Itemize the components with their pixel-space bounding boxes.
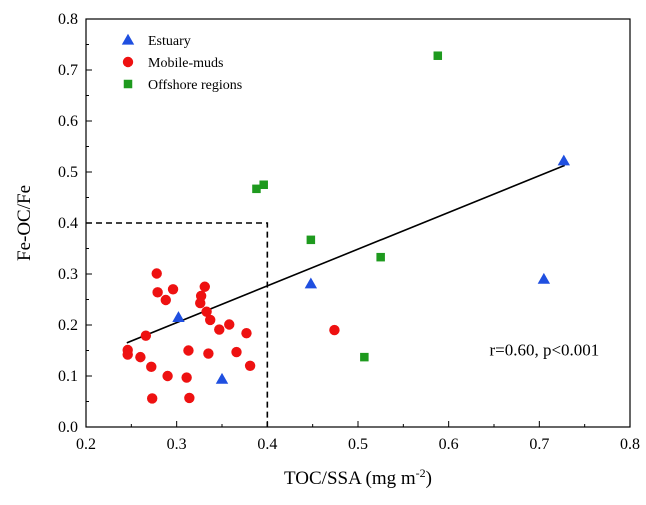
mobile-muds-point xyxy=(162,370,173,382)
legend-marker-mobile-muds xyxy=(122,56,134,68)
offshore-regions-point xyxy=(306,235,316,245)
y-tick-label: 0.7 xyxy=(58,62,78,79)
y-tick-label: 0.0 xyxy=(58,419,78,436)
mobile-muds-point xyxy=(181,372,192,383)
estuary-point xyxy=(537,272,551,284)
dashed-box-line xyxy=(86,222,269,427)
x-tick-label: 0.3 xyxy=(167,436,187,453)
estuary-point xyxy=(304,277,318,289)
mobile-muds-point xyxy=(241,327,252,339)
estuary-point xyxy=(172,311,185,322)
offshore-regions-point xyxy=(252,184,261,194)
offshore-regions-point xyxy=(433,51,443,60)
y-tick-label: 0.3 xyxy=(58,266,78,283)
x-axis-title: TOC/SSA (mg m-2) xyxy=(284,466,432,489)
mobile-muds-point xyxy=(146,393,158,404)
mobile-muds-point xyxy=(146,361,157,373)
x-tick-label: 0.7 xyxy=(529,436,549,453)
y-tick-label: 0.1 xyxy=(58,368,78,385)
legend-label-estuary: Estuary xyxy=(148,34,191,49)
legend-label-offshore-regions: Offshore regions xyxy=(148,78,242,93)
mobile-muds-point xyxy=(224,319,235,330)
y-tick-labels: 0.0 0.1 0.2 0.3 0.4 0.5 0.6 0.7 0.8 xyxy=(58,11,78,436)
axis-ticks xyxy=(85,18,631,428)
x-tick-label: 0.6 xyxy=(439,436,459,453)
mobile-muds-point xyxy=(184,392,195,404)
estuary-point xyxy=(215,372,229,384)
mobile-muds-point xyxy=(199,281,210,292)
mobile-muds-point xyxy=(231,346,242,358)
legend-label-mobile-muds: Mobile-muds xyxy=(148,56,223,71)
offshore-regions-point xyxy=(360,352,369,362)
offshore-regions-point xyxy=(376,252,385,262)
mobile-muds-point xyxy=(151,268,162,279)
mobile-muds-point xyxy=(122,349,133,360)
y-tick-label: 0.5 xyxy=(58,164,78,181)
y-tick-label: 0.8 xyxy=(58,11,78,28)
mobile-muds-point xyxy=(195,290,207,302)
mobile-muds-point xyxy=(167,284,179,295)
mobile-muds-point xyxy=(201,306,212,317)
dashed-box xyxy=(86,222,269,427)
x-tick-label: 0.5 xyxy=(348,436,368,453)
correlation-annotation: r=0.60, p<0.001 xyxy=(489,341,599,360)
mobile-muds-point xyxy=(160,294,171,306)
trend-line-group xyxy=(126,164,566,344)
mobile-muds-point xyxy=(244,360,256,371)
y-tick-label: 0.4 xyxy=(58,215,78,232)
legend-marker-estuary xyxy=(121,33,135,45)
x-tick-labels: 0.2 0.3 0.4 0.5 0.6 0.7 0.8 xyxy=(76,436,640,453)
y-tick-label: 0.6 xyxy=(58,113,78,130)
legend: Estuary Mobile-muds Offshore regions xyxy=(121,33,242,93)
mobile-muds-point xyxy=(329,324,340,336)
mobile-muds-point xyxy=(183,345,194,356)
x-tick-label: 0.4 xyxy=(257,436,277,453)
y-tick-label: 0.2 xyxy=(58,317,78,334)
x-tick-label: 0.2 xyxy=(76,436,96,453)
x-tick-label: 0.8 xyxy=(620,436,640,453)
mobile-muds-point xyxy=(135,351,146,363)
mobile-muds-point xyxy=(140,330,152,341)
mobile-muds-point xyxy=(203,348,214,359)
trend-line xyxy=(126,164,566,344)
mobile-muds-point xyxy=(152,287,163,298)
y-axis-title: Fe-OC/Fe xyxy=(14,185,35,261)
estuary-point xyxy=(557,154,571,166)
legend-marker-offshore-regions xyxy=(123,79,133,89)
data-points xyxy=(122,51,571,404)
mobile-muds-point xyxy=(205,314,216,326)
mobile-muds-point xyxy=(214,324,225,335)
offshore-regions-point xyxy=(259,180,268,189)
